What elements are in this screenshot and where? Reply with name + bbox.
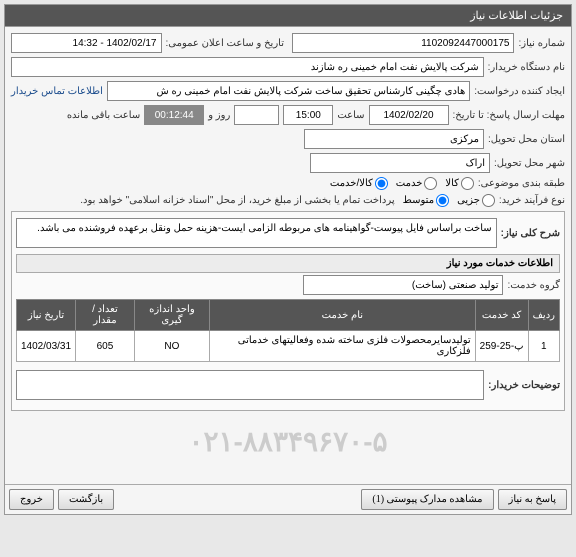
category-radio-1[interactable]: [424, 177, 437, 190]
deadline-countdown: 00:12:44: [144, 105, 204, 125]
buyer-notes-label: توضیحات خریدار:: [488, 380, 560, 391]
city-value: اراک: [310, 153, 490, 173]
category-option-0[interactable]: کالا: [445, 177, 474, 190]
th-1: کد خدمت: [475, 300, 528, 331]
td-0-1: پ-25-259: [475, 331, 528, 362]
deadline-date: 1402/02/20: [369, 105, 449, 125]
td-0-2: تولیدسایرمحصولات فلزی ساخته شده وفعالیته…: [210, 331, 476, 362]
org-name-value: شرکت پالایش نفت امام خمینی ره شازند: [11, 57, 484, 77]
creator-label: ایجاد کننده درخواست:: [474, 86, 565, 97]
th-4: تعداد / مقدار: [76, 300, 135, 331]
description-sub-panel: شرح کلی نیاز: ساخت براساس فایل پیوست-گوا…: [11, 211, 565, 411]
purchase-type-label: نوع فرآیند خرید:: [499, 195, 565, 206]
purchase-option-0[interactable]: جزیی: [457, 194, 495, 207]
td-0-0: 1: [528, 331, 559, 362]
services-table: ردیف کد خدمت نام خدمت واحد اندازه گیری ت…: [16, 299, 560, 362]
service-group-label: گروه خدمت:: [507, 280, 560, 291]
td-0-3: NO: [134, 331, 209, 362]
answer-button[interactable]: پاسخ به نیاز: [498, 489, 568, 510]
province-label: استان محل تحویل:: [488, 134, 565, 145]
services-header: اطلاعات خدمات مورد نیاز: [16, 254, 560, 273]
deadline-time-label: ساعت: [337, 110, 364, 121]
category-option-1-label: خدمت: [396, 178, 423, 189]
contact-link[interactable]: اطلاعات تماس خریدار: [11, 86, 103, 97]
category-label: طبقه بندی موضوعی:: [478, 178, 565, 189]
purchase-option-1-label: متوسط: [403, 195, 434, 206]
panel-title: جزئیات اطلاعات نیاز: [5, 5, 571, 27]
category-radio-0[interactable]: [461, 177, 474, 190]
buyer-notes-value: [16, 370, 484, 400]
deadline-days-label: روز و: [208, 110, 230, 121]
need-details-panel: جزئیات اطلاعات نیاز شماره نیاز: 11020924…: [4, 4, 572, 515]
deadline-label: مهلت ارسال پاسخ: تا تاریخ:: [453, 110, 565, 121]
deadline-days: 3: [234, 105, 279, 125]
service-group-value: تولید صنعتی (ساخت): [303, 275, 503, 295]
view-docs-button[interactable]: مشاهده مدارک پیوستی (1): [361, 489, 493, 510]
creator-value: هادی چگینی کارشناس تحقیق ساخت شرکت پالای…: [107, 81, 470, 101]
th-3: واحد اندازه گیری: [134, 300, 209, 331]
category-option-1[interactable]: خدمت: [396, 177, 438, 190]
th-2: نام خدمت: [210, 300, 476, 331]
td-0-4: 605: [76, 331, 135, 362]
need-number-label: شماره نیاز:: [518, 38, 565, 49]
purchase-radio-0[interactable]: [482, 194, 495, 207]
panel-body: شماره نیاز: 1102092447000175 تاریخ و ساع…: [5, 27, 571, 484]
deadline-time: 15:00: [283, 105, 333, 125]
table-header-row: ردیف کد خدمت نام خدمت واحد اندازه گیری ت…: [17, 300, 560, 331]
purchase-option-1[interactable]: متوسط: [403, 194, 449, 207]
th-0: ردیف: [528, 300, 559, 331]
description-text: ساخت براساس فایل پیوست-گواهینامه های مرب…: [16, 218, 497, 248]
description-label: شرح کلی نیاز:: [501, 228, 560, 239]
watermark-text: ۰۲۱-۸۸۳۴۹۶۷۰-۵: [11, 415, 565, 478]
deadline-remain-label: ساعت باقی مانده: [67, 110, 140, 121]
category-radio-group: کالا خدمت کالا/خدمت: [330, 177, 474, 190]
td-0-5: 1402/03/31: [17, 331, 76, 362]
button-bar: پاسخ به نیاز مشاهده مدارک پیوستی (1) باز…: [5, 484, 571, 514]
category-option-2-label: کالا/خدمت: [330, 178, 373, 189]
announce-date-value: 1402/02/17 - 14:32: [11, 33, 162, 53]
category-option-0-label: کالا: [445, 178, 459, 189]
exit-button[interactable]: خروج: [9, 489, 54, 510]
purchase-type-note: پرداخت تمام یا بخشی از مبلغ خرید، از محل…: [80, 195, 394, 206]
back-button[interactable]: بازگشت: [58, 489, 114, 510]
purchase-option-0-label: جزیی: [457, 195, 480, 206]
need-number-value: 1102092447000175: [292, 33, 514, 53]
category-option-2[interactable]: کالا/خدمت: [330, 177, 388, 190]
th-5: تاریخ نیاز: [17, 300, 76, 331]
city-label: شهر محل تحویل:: [494, 158, 565, 169]
purchase-radio-1[interactable]: [436, 194, 449, 207]
province-value: مرکزی: [304, 129, 484, 149]
purchase-type-radio-group: جزیی متوسط: [403, 194, 495, 207]
announce-date-label: تاریخ و ساعت اعلان عمومی:: [166, 38, 285, 49]
org-name-label: نام دستگاه خریدار:: [488, 62, 565, 73]
category-radio-2[interactable]: [375, 177, 388, 190]
table-row[interactable]: 1 پ-25-259 تولیدسایرمحصولات فلزی ساخته ش…: [17, 331, 560, 362]
